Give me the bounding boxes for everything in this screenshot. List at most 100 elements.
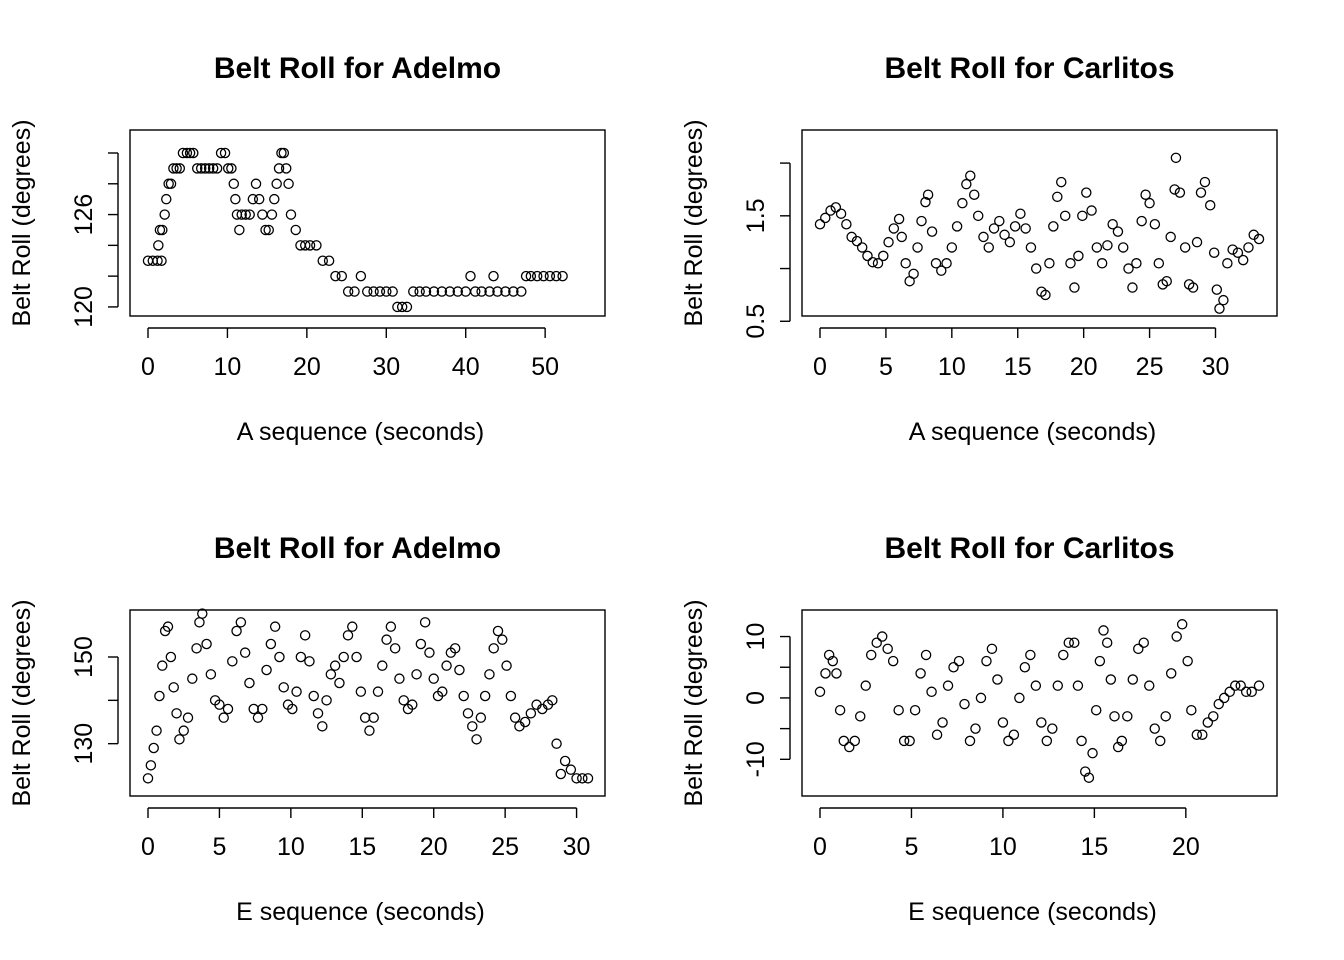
data-point: [201, 638, 212, 650]
data-point: [1014, 692, 1025, 704]
data-point: [1197, 729, 1208, 741]
data-point: [323, 255, 335, 266]
data-point: [321, 695, 332, 706]
data-point: [831, 668, 842, 679]
data-point: [488, 643, 499, 654]
data-point: [244, 209, 255, 220]
data-point: [1174, 187, 1186, 198]
data-point: [407, 699, 418, 710]
data-point: [1161, 275, 1172, 287]
y-tick-label: 10: [742, 623, 770, 651]
data-point: [964, 735, 976, 747]
data-point: [838, 735, 850, 747]
data-point: [571, 773, 582, 784]
data-point: [361, 286, 373, 297]
plot-frame: [129, 609, 606, 797]
data-point: [191, 643, 202, 654]
data-point: [1160, 711, 1171, 722]
data-point: [191, 163, 203, 174]
data-point: [278, 147, 290, 159]
data-point: [1036, 717, 1047, 728]
data-point: [1237, 254, 1249, 266]
data-point: [1144, 680, 1155, 691]
data-point: [411, 669, 422, 680]
data-point: [377, 660, 388, 671]
x-tick-label: 5: [212, 833, 226, 861]
data-point: [559, 755, 571, 767]
data-point: [849, 735, 861, 747]
data-point: [500, 286, 511, 297]
data-point: [458, 690, 469, 702]
data-point: [1232, 247, 1244, 258]
data-point: [408, 286, 419, 297]
data-point: [188, 147, 199, 159]
data-point: [916, 215, 927, 227]
data-point: [165, 651, 177, 663]
data-point: [355, 686, 367, 697]
data-point: [151, 725, 162, 736]
data-point: [1052, 191, 1063, 203]
data-point: [194, 617, 205, 628]
x-tick-label: 0: [813, 833, 827, 861]
y-tick-label: 120: [70, 286, 98, 328]
chart-title: Belt Roll for Carlitos: [884, 532, 1174, 565]
data-point: [981, 655, 992, 667]
data-point: [222, 163, 234, 174]
x-tick-label: 20: [1070, 353, 1098, 381]
data-point: [893, 213, 905, 225]
data-point: [893, 704, 904, 716]
data-point: [291, 686, 302, 697]
data-point: [1081, 187, 1092, 198]
data-point: [1015, 208, 1026, 219]
y-tick-label: -10: [742, 741, 770, 777]
data-point: [983, 242, 994, 253]
data-point: [1169, 184, 1180, 195]
data-point: [1101, 637, 1113, 648]
data-point: [1253, 680, 1265, 691]
data-point: [1199, 176, 1211, 188]
data-point: [342, 286, 354, 297]
data-point: [1102, 240, 1113, 251]
data-point: [1069, 637, 1080, 648]
data-point: [900, 258, 911, 269]
data-point: [936, 265, 947, 276]
data-point: [827, 655, 839, 667]
data-point: [207, 163, 219, 174]
data-point: [871, 637, 882, 648]
data-point: [988, 223, 1000, 234]
data-point: [1059, 210, 1071, 222]
chart-panel-4: Belt Roll for Carlitos E sequence (second…: [680, 532, 1278, 926]
data-point: [385, 621, 397, 632]
data-point: [820, 212, 831, 224]
data-point: [278, 682, 289, 693]
x-tick-label: 20: [293, 353, 321, 381]
data-point: [475, 712, 487, 723]
data-point: [1191, 729, 1203, 741]
data-point: [142, 773, 154, 784]
data-point: [1222, 258, 1233, 269]
data-point: [381, 286, 392, 297]
data-point: [1218, 692, 1230, 704]
data-point: [1076, 735, 1087, 747]
data-point: [428, 673, 439, 684]
data-point: [992, 674, 1003, 685]
data-point: [820, 668, 831, 679]
data-point: [159, 209, 170, 220]
data-point: [896, 231, 907, 243]
data-point: [1127, 282, 1138, 293]
data-point: [387, 286, 398, 297]
data-point: [329, 660, 341, 671]
data-point: [215, 147, 227, 159]
x-tick-label: 30: [372, 353, 400, 381]
data-point: [1083, 772, 1095, 783]
data-point: [557, 270, 568, 282]
data-point: [257, 209, 268, 220]
data-point: [492, 625, 504, 637]
data-point: [295, 651, 307, 663]
x-axis-label: A sequence (seconds): [237, 418, 484, 446]
x-tick-label: 15: [1080, 833, 1108, 861]
data-point: [266, 209, 278, 220]
data-point: [1208, 711, 1219, 722]
data-point: [538, 270, 549, 282]
data-point: [551, 270, 562, 282]
